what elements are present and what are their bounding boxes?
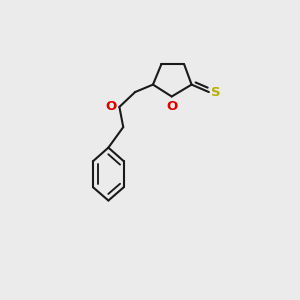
- Text: O: O: [105, 100, 116, 113]
- Text: O: O: [166, 100, 177, 113]
- Text: S: S: [211, 85, 221, 98]
